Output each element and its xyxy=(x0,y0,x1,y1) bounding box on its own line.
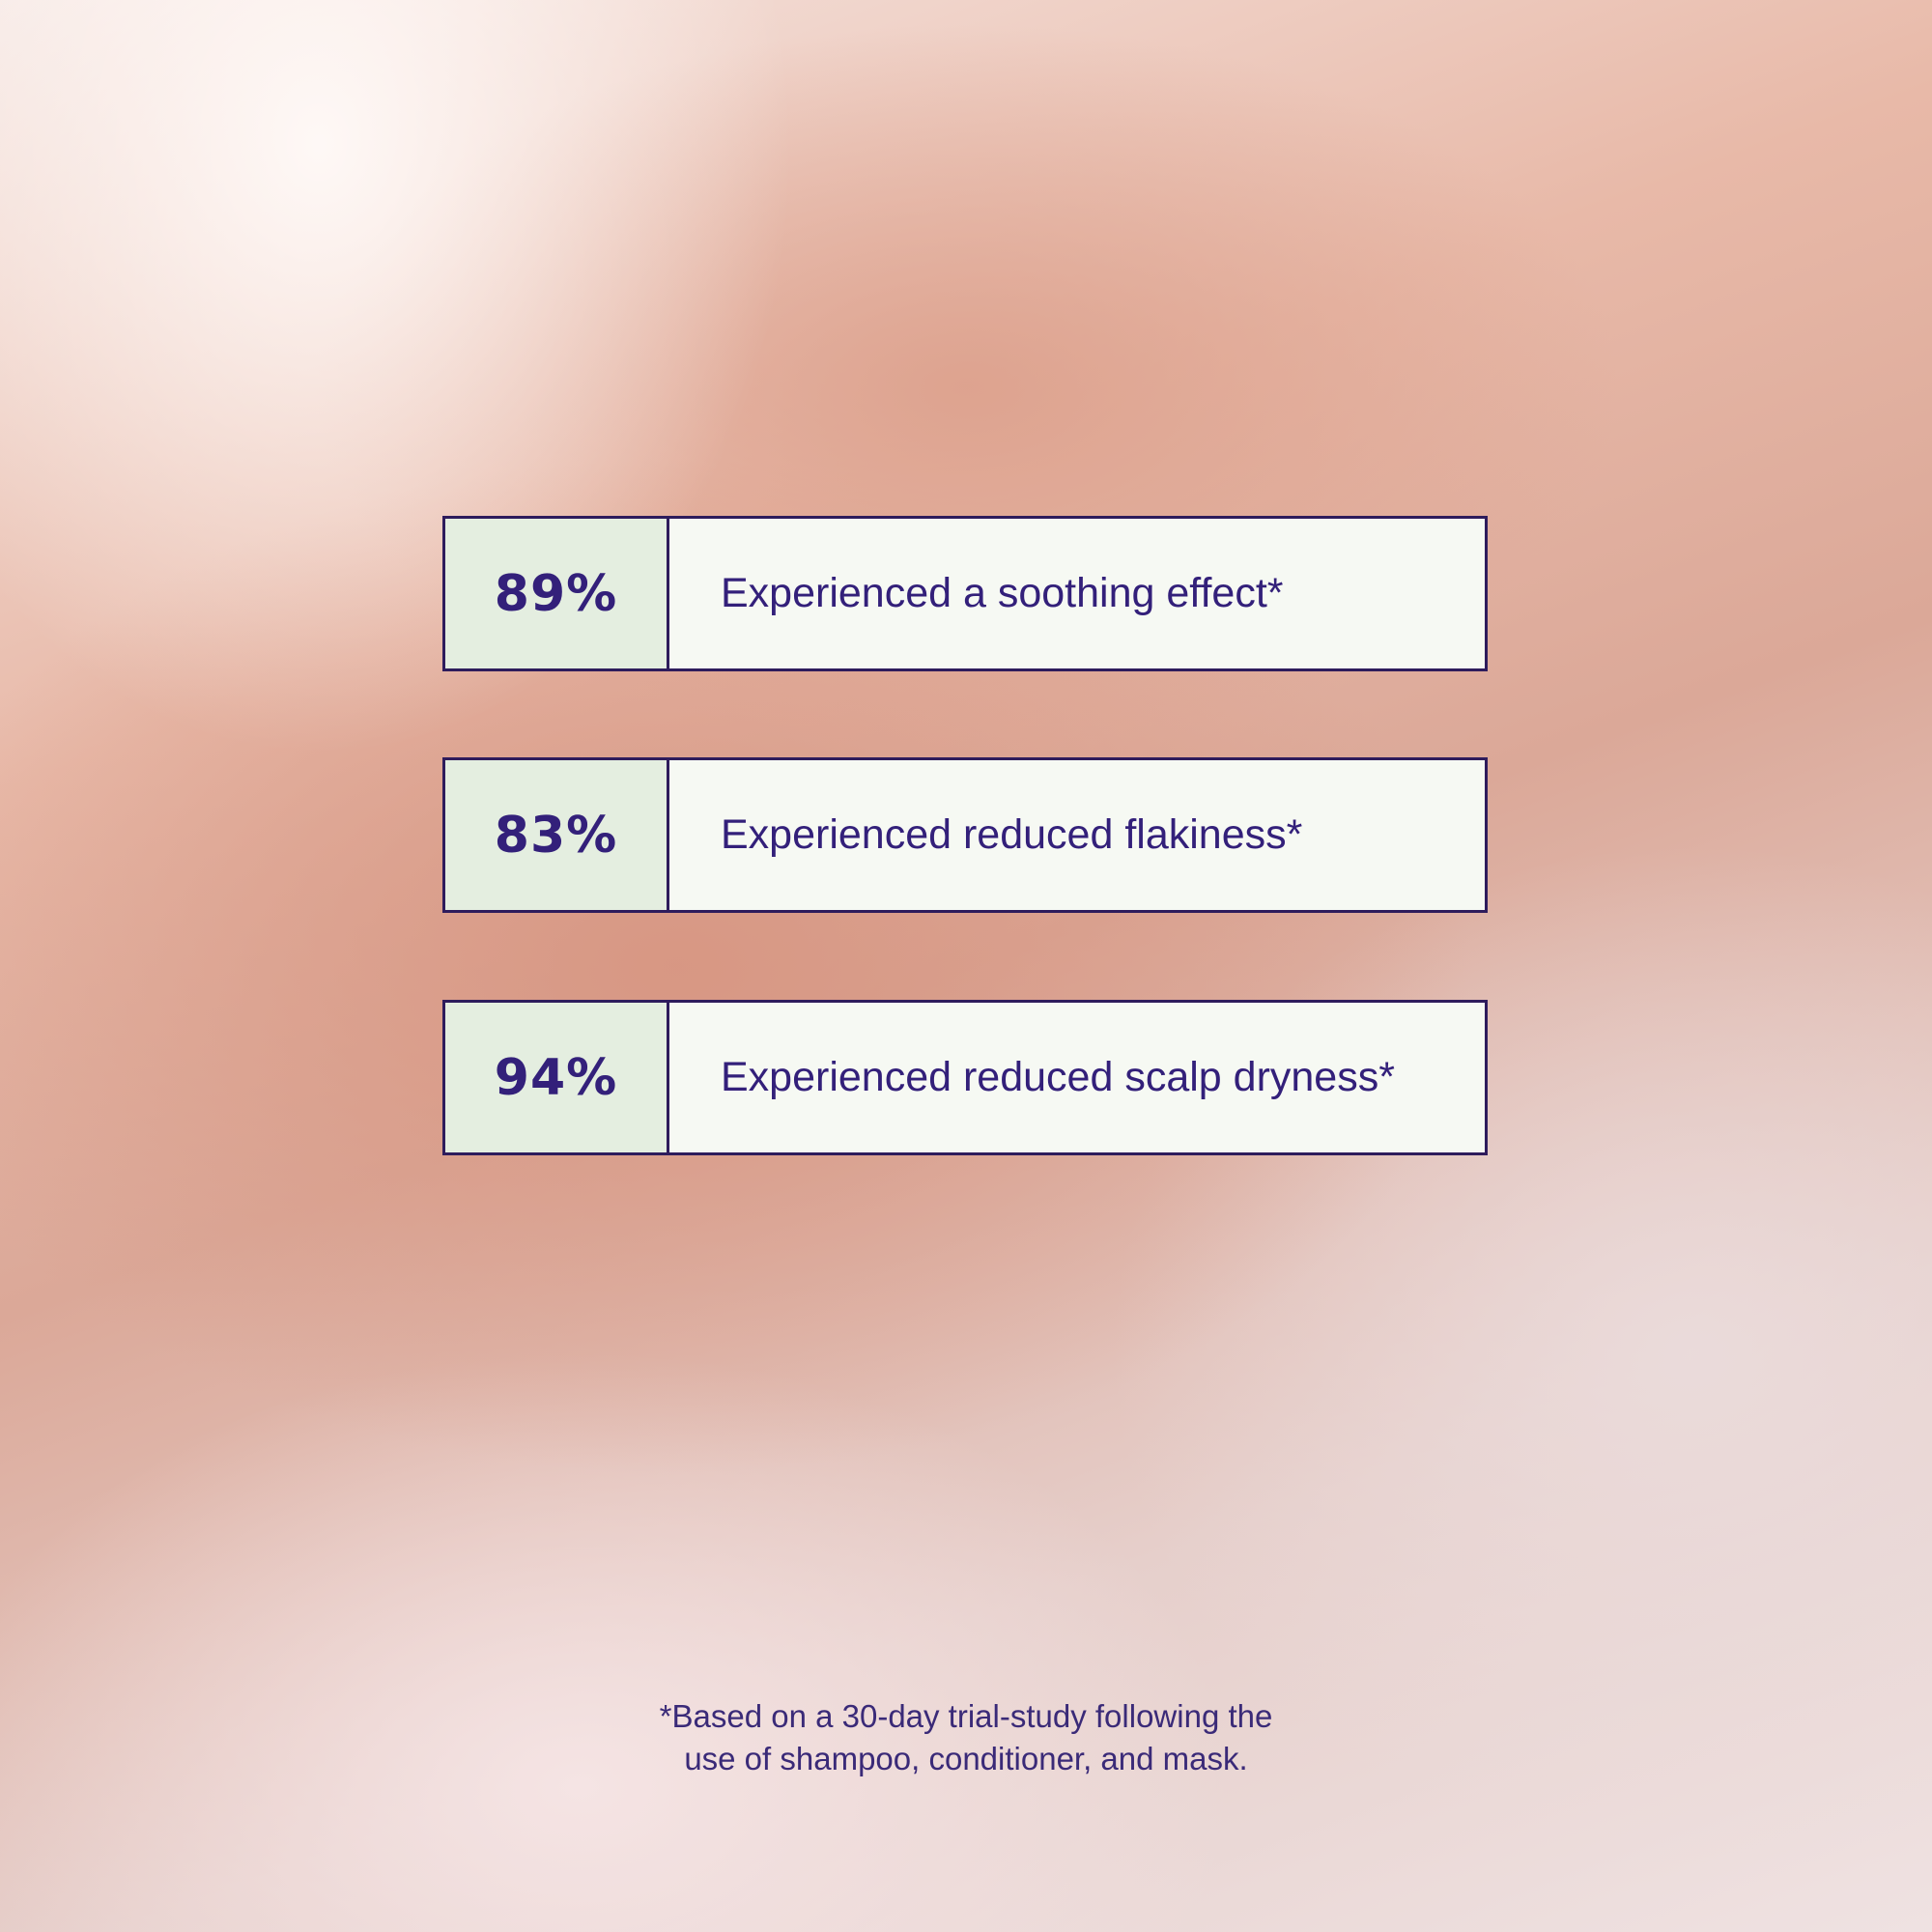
stat-label: Experienced a soothing effect* xyxy=(721,570,1284,616)
stat-card: 83% Experienced reduced flakiness* xyxy=(442,757,1488,913)
stat-card: 89% Experienced a soothing effect* xyxy=(442,516,1488,671)
stat-percent: 83% xyxy=(445,760,669,910)
footnote: *Based on a 30-day trial-study following… xyxy=(0,1695,1932,1780)
footnote-line-2: use of shampoo, conditioner, and mask. xyxy=(684,1741,1248,1776)
stat-label: Experienced reduced flakiness* xyxy=(721,811,1303,858)
stat-percent: 94% xyxy=(445,1003,669,1152)
stat-label: Experienced reduced scalp dryness* xyxy=(721,1054,1395,1100)
footnote-line-1: *Based on a 30-day trial-study following… xyxy=(659,1698,1273,1734)
stat-percent: 89% xyxy=(445,519,669,668)
stat-card: 94% Experienced reduced scalp dryness* xyxy=(442,1000,1488,1155)
